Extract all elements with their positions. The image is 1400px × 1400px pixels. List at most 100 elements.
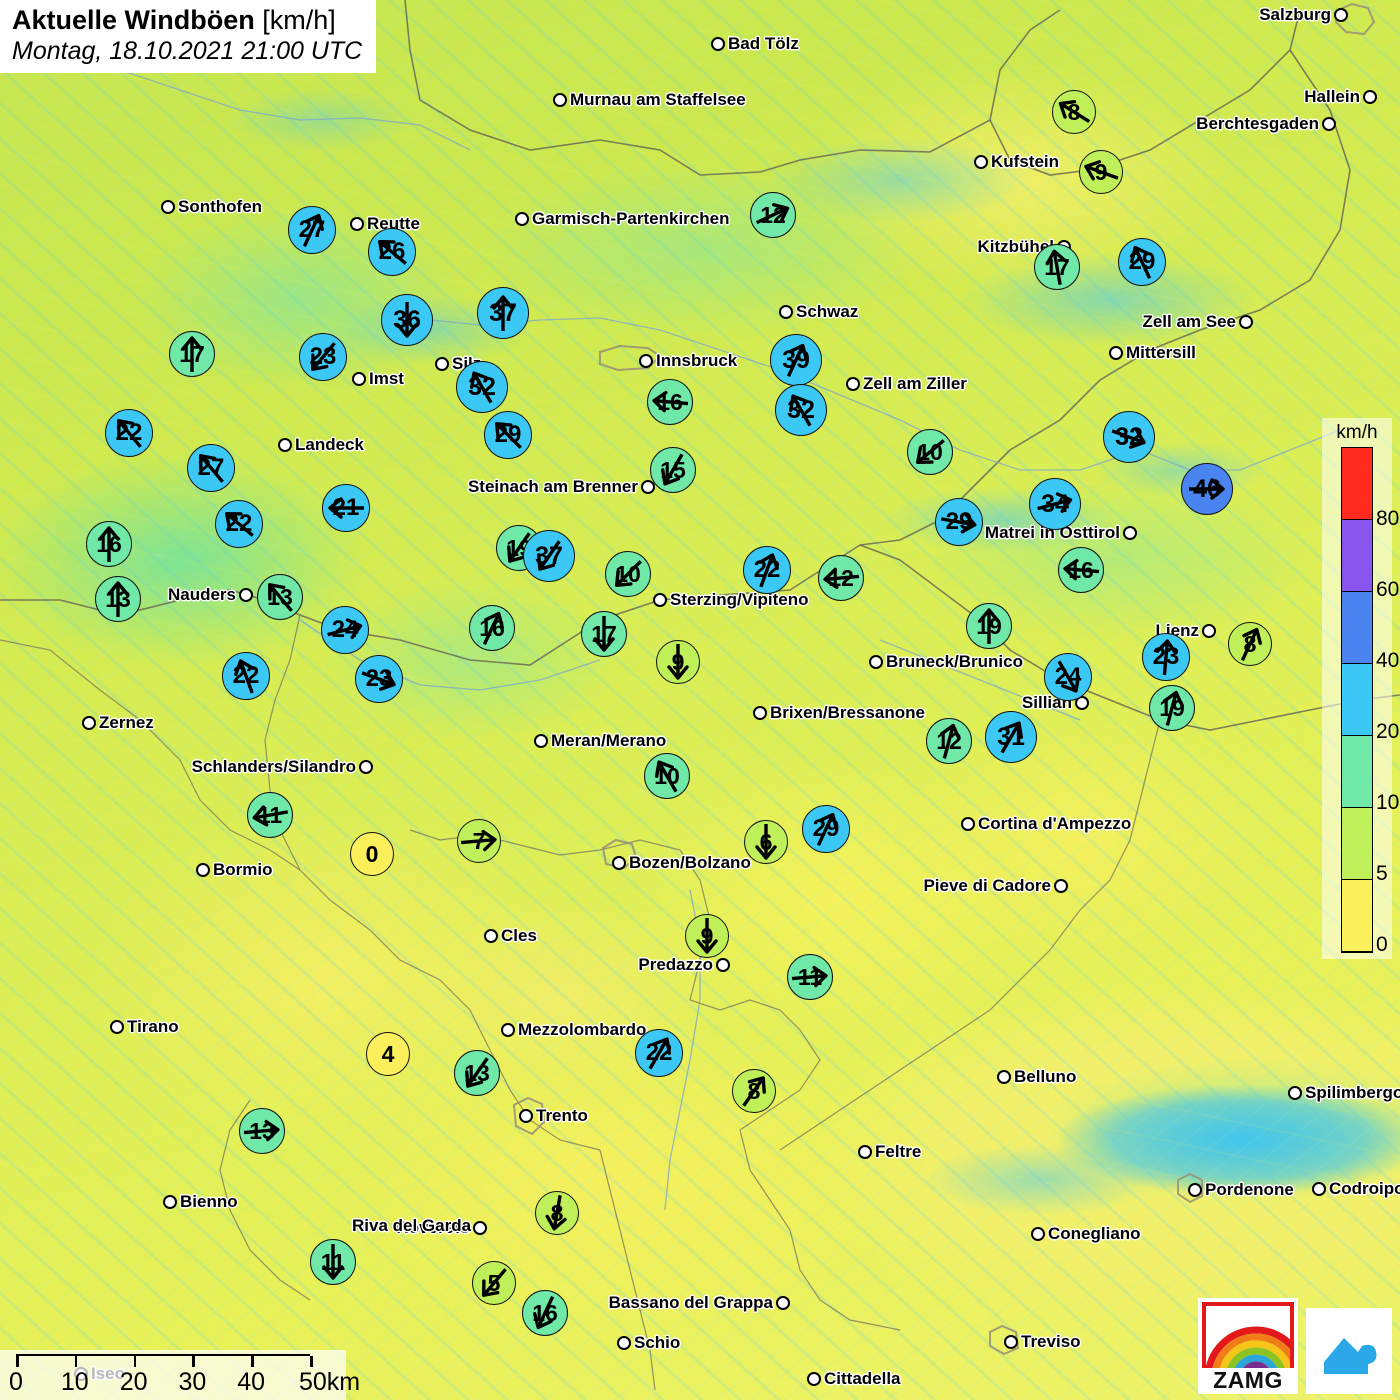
station-marker[interactable]: 10 <box>644 753 690 799</box>
city-name: Schwaz <box>796 302 859 321</box>
city-dot-icon <box>435 357 449 371</box>
station-marker[interactable]: 22 <box>743 546 791 594</box>
legend-tick: 80 <box>1376 507 1400 530</box>
station-marker[interactable]: 17 <box>1034 244 1080 290</box>
station-marker[interactable]: 17 <box>581 611 627 657</box>
station-marker[interactable]: 19 <box>966 603 1012 649</box>
station-marker[interactable]: 15 <box>650 447 696 493</box>
station-marker[interactable]: 16 <box>86 521 132 567</box>
city-name: Kufstein <box>991 152 1059 171</box>
station-marker[interactable]: 27 <box>288 206 336 254</box>
city-name: Imst <box>369 369 404 388</box>
station-marker[interactable]: 29 <box>802 805 850 853</box>
station-marker[interactable]: 37 <box>477 287 529 339</box>
station-marker[interactable]: 9 <box>656 640 700 684</box>
station-marker[interactable]: 23 <box>1142 633 1190 681</box>
station-marker[interactable]: 29 <box>484 411 532 459</box>
station-marker[interactable]: 12 <box>750 192 796 238</box>
city-label: Garmisch-Partenkirchen <box>515 209 729 229</box>
city-name: Tirano <box>127 1017 179 1036</box>
station-marker[interactable]: 16 <box>1058 547 1104 593</box>
city-label: Mittersill <box>1109 343 1196 363</box>
station-marker[interactable]: 23 <box>299 333 347 381</box>
station-marker[interactable]: 36 <box>381 294 433 346</box>
station-marker[interactable]: 4 <box>366 1032 410 1076</box>
city-name: Rovereto <box>396 1218 470 1237</box>
city-dot-icon <box>711 37 725 51</box>
city-dot-icon <box>278 438 292 452</box>
mountain-cloud-icon <box>1324 1338 1377 1374</box>
station-marker[interactable]: 10 <box>907 429 953 475</box>
station-marker[interactable]: 46 <box>1181 463 1233 515</box>
station-marker[interactable]: 16 <box>469 605 515 651</box>
city-name: Kitzbühel <box>977 237 1055 256</box>
station-marker[interactable]: 32 <box>775 384 827 436</box>
station-marker[interactable]: 0 <box>350 832 394 876</box>
station-marker[interactable]: 22 <box>105 409 153 457</box>
city-dot-icon <box>1312 1182 1326 1196</box>
station-marker[interactable]: 13 <box>95 576 141 622</box>
city-label: Innsbruck <box>639 351 737 371</box>
city-name: Bozen/Bolzano <box>629 853 751 872</box>
station-marker[interactable]: 13 <box>454 1050 500 1096</box>
station-marker[interactable]: 12 <box>926 718 972 764</box>
station-marker[interactable]: 11 <box>787 954 833 1000</box>
scale-tick-label: 40 <box>237 1368 266 1396</box>
city-dot-icon <box>1239 315 1253 329</box>
station-marker[interactable]: 27 <box>187 444 235 492</box>
station-marker[interactable]: 12 <box>818 555 864 601</box>
station-marker[interactable]: 29 <box>935 498 983 546</box>
station-marker[interactable]: 8 <box>1228 622 1272 666</box>
station-marker[interactable]: 11 <box>310 1239 356 1285</box>
station-marker[interactable]: 7 <box>457 819 501 863</box>
station-marker[interactable]: 19 <box>1149 685 1195 731</box>
city-label: Belluno <box>997 1067 1076 1087</box>
station-marker[interactable]: 17 <box>169 331 215 377</box>
city-dot-icon <box>1363 90 1377 104</box>
city-dot-icon <box>653 593 667 607</box>
station-marker[interactable]: 13 <box>257 574 303 620</box>
city-label: Zell am Ziller <box>846 374 967 394</box>
station-marker[interactable]: 34 <box>1029 478 1081 530</box>
scale-bar-ticks: 0 10 20 30 40 50km <box>9 1368 360 1398</box>
legend-tick: 60 <box>1376 578 1400 601</box>
station-marker[interactable]: 37 <box>523 530 575 582</box>
legend-tick: 10 <box>1376 791 1400 814</box>
station-marker[interactable]: 21 <box>322 484 370 532</box>
city-name: Predazzo <box>638 955 713 974</box>
station-marker[interactable]: 26 <box>368 228 416 276</box>
station-marker[interactable]: 32 <box>456 361 508 413</box>
city-label: Steinach am Brenner <box>468 477 655 497</box>
station-marker[interactable]: 5 <box>472 1261 516 1305</box>
legend-band <box>1342 808 1372 880</box>
city-name: Bormio <box>213 860 273 879</box>
station-marker[interactable]: 22 <box>222 652 270 700</box>
station-marker[interactable]: 16 <box>522 1290 568 1336</box>
station-marker[interactable]: 8 <box>1052 90 1096 134</box>
station-marker[interactable]: 24 <box>1044 653 1092 701</box>
station-marker[interactable]: 11 <box>247 792 293 838</box>
station-marker[interactable]: 9 <box>685 914 729 958</box>
city-dot-icon <box>858 1145 872 1159</box>
city-label: Bad Tölz <box>711 34 799 54</box>
station-marker[interactable]: 6 <box>744 820 788 864</box>
station-marker[interactable]: 23 <box>355 655 403 703</box>
station-marker[interactable]: 24 <box>321 606 369 654</box>
station-marker[interactable]: 31 <box>985 711 1037 763</box>
station-marker[interactable]: 22 <box>215 500 263 548</box>
station-marker[interactable]: 32 <box>1103 411 1155 463</box>
city-label: Bassano del Grappa <box>609 1293 790 1313</box>
station-marker[interactable]: 16 <box>647 379 693 425</box>
station-marker[interactable]: 29 <box>1118 238 1166 286</box>
scale-tick-mark <box>16 1356 19 1367</box>
station-marker[interactable]: 22 <box>635 1029 683 1077</box>
station-marker[interactable]: 10 <box>605 551 651 597</box>
station-marker[interactable]: 9 <box>1079 150 1123 194</box>
city-label: Kufstein <box>974 152 1059 172</box>
station-marker[interactable]: 13 <box>239 1108 285 1154</box>
station-marker[interactable]: 8 <box>732 1069 776 1113</box>
city-dot-icon <box>359 760 373 774</box>
city-label: Sonthofen <box>161 197 262 217</box>
station-marker[interactable]: 8 <box>535 1191 579 1235</box>
